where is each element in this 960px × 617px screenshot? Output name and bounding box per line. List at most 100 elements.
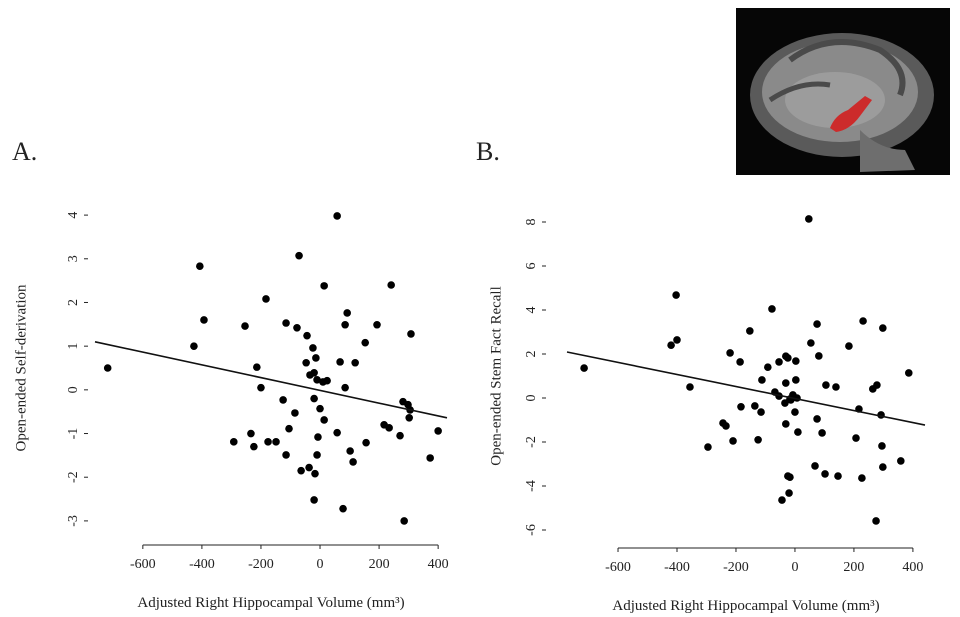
point (792, 357, 800, 365)
point (313, 375, 321, 384)
point (821, 470, 829, 478)
point (373, 320, 381, 329)
point (305, 463, 313, 472)
point (310, 394, 318, 403)
point (362, 438, 370, 447)
point (858, 474, 866, 482)
point (784, 472, 792, 480)
point (297, 466, 305, 475)
point (807, 339, 815, 347)
x-tick-label: 0 (317, 557, 324, 572)
y-tick-label: 8 (524, 219, 539, 226)
point (729, 437, 737, 445)
point (782, 420, 790, 428)
point (407, 330, 415, 338)
point (736, 358, 744, 366)
point (764, 363, 772, 372)
point (822, 381, 830, 389)
point (310, 496, 318, 504)
point (778, 496, 786, 504)
point (434, 427, 442, 435)
point (282, 451, 290, 459)
point (320, 416, 328, 424)
y-tick-label: 6 (524, 263, 539, 270)
point (813, 415, 821, 423)
y-tick-label: 4 (66, 212, 81, 219)
y-tick-label: -2 (66, 471, 81, 483)
point (904, 369, 913, 377)
point (405, 414, 414, 422)
point (686, 383, 694, 391)
point (253, 363, 261, 371)
x-tick-label: 200 (369, 557, 390, 572)
point (426, 454, 434, 462)
point (396, 431, 404, 440)
panel-label: B. (476, 137, 500, 166)
point (310, 369, 318, 377)
y-tick-label: 2 (66, 299, 81, 306)
x-tick-label: 0 (791, 560, 798, 575)
brain-image (736, 8, 950, 175)
point (241, 322, 249, 330)
point (295, 251, 303, 260)
point (316, 404, 324, 413)
point (879, 463, 887, 471)
x-axis-title: Adjusted Right Hippocampal Volume (mm³) (612, 598, 879, 614)
y-tick-label: 0 (524, 395, 539, 402)
point (785, 489, 793, 497)
y-tick-label: -1 (66, 428, 81, 440)
point (746, 327, 754, 335)
y-axis-title: Open-ended Stem Fact Recall (488, 286, 504, 466)
point (291, 409, 299, 417)
point (339, 504, 347, 513)
y-tick-label: -2 (524, 436, 539, 448)
fit-line (94, 341, 448, 419)
point (257, 383, 265, 392)
x-tick-label: -600 (605, 560, 631, 575)
point (872, 517, 880, 525)
y-tick-label: -3 (66, 515, 81, 527)
point (282, 319, 290, 327)
x-tick-label: -600 (130, 557, 156, 572)
point (351, 358, 359, 367)
point (897, 457, 905, 465)
point (333, 212, 341, 220)
y-tick-label: 0 (66, 386, 81, 393)
point (672, 291, 680, 299)
point (811, 462, 819, 470)
point (791, 408, 799, 416)
y-tick-label: 2 (524, 351, 539, 358)
point (818, 429, 826, 437)
point (794, 428, 802, 436)
point (190, 342, 198, 350)
point (805, 215, 813, 223)
point (757, 408, 765, 416)
point (387, 281, 395, 289)
y-tick-label: -4 (524, 480, 539, 492)
point (726, 349, 734, 357)
x-tick-label: 400 (428, 557, 449, 572)
point (229, 438, 238, 446)
x-tick-label: -200 (248, 557, 274, 572)
x-tick-label: 400 (902, 560, 923, 575)
point (580, 364, 588, 372)
point (784, 354, 792, 362)
point (792, 376, 800, 384)
point (320, 282, 328, 290)
x-tick-label: 200 (843, 560, 864, 575)
point (264, 438, 272, 446)
point (879, 324, 887, 332)
point (878, 442, 886, 450)
point (341, 320, 349, 329)
y-tick-label: -6 (524, 524, 539, 536)
y-tick-label: 1 (66, 343, 81, 350)
point (196, 262, 204, 271)
panel-label: A. (12, 137, 37, 166)
y-tick-label: 3 (66, 255, 81, 262)
point (751, 402, 759, 410)
point (667, 341, 675, 350)
y-axis-title: Open-ended Self-derivation (13, 284, 29, 452)
point (845, 342, 853, 350)
point (722, 422, 730, 430)
